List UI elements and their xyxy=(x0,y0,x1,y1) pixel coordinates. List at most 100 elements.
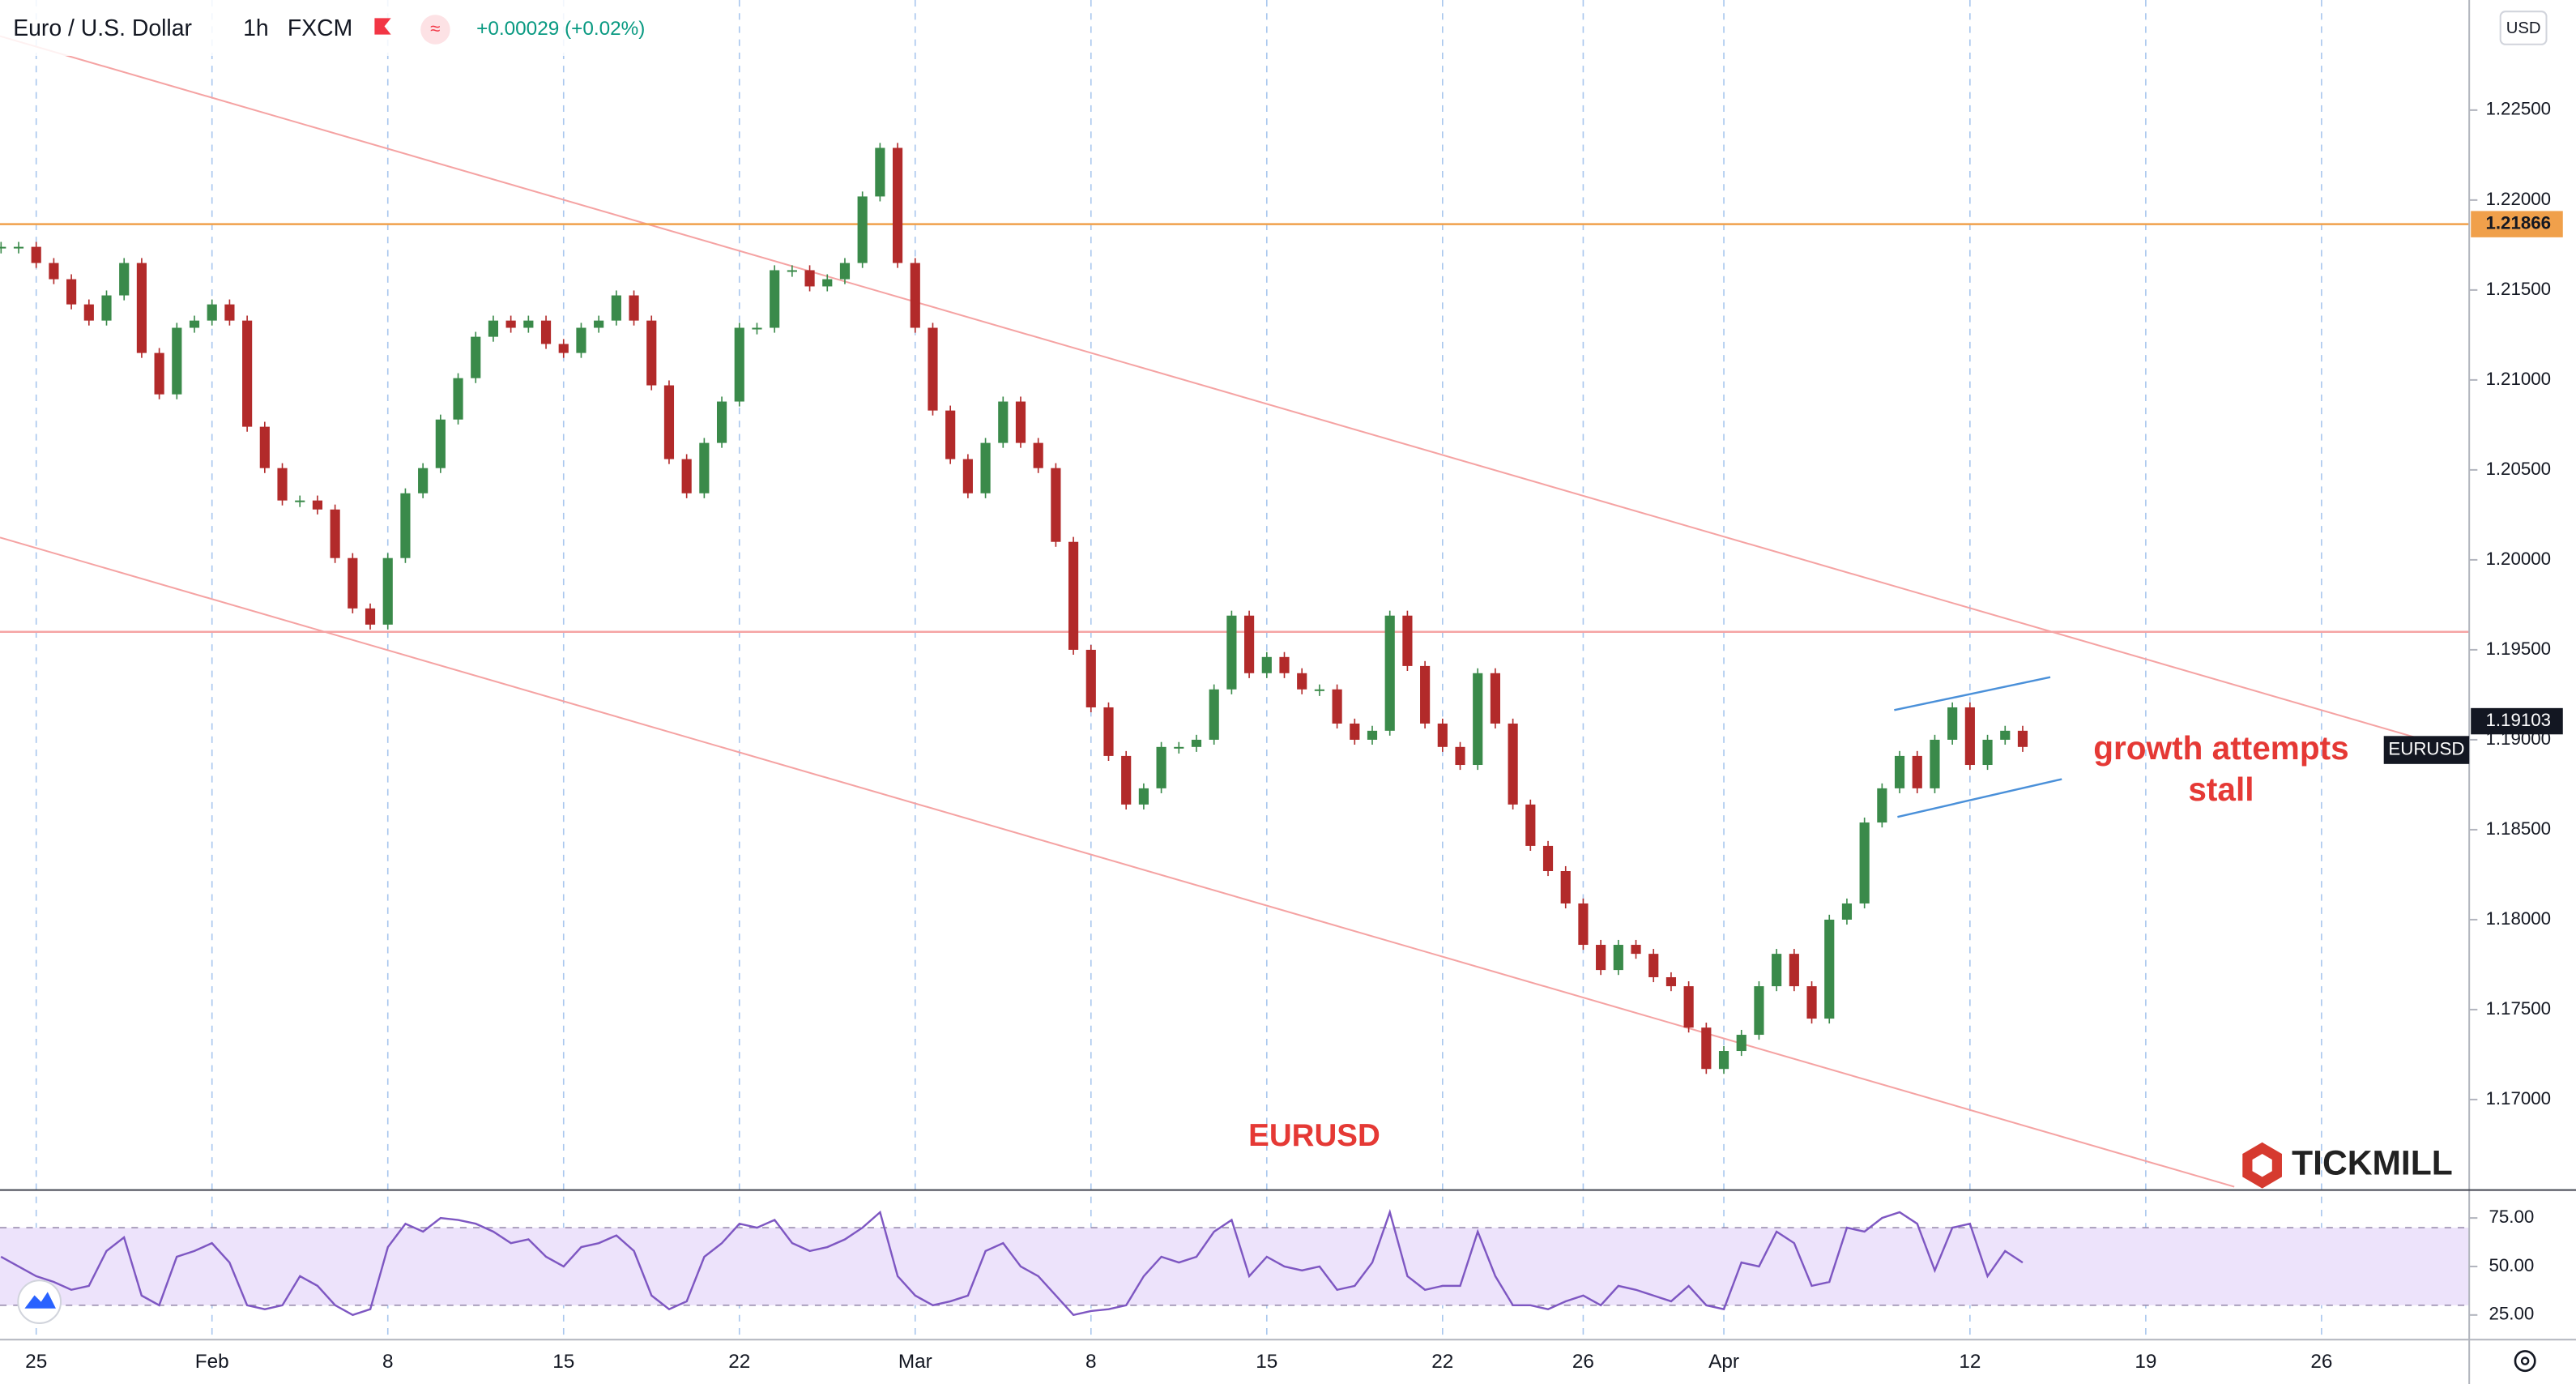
candle-body xyxy=(1701,1027,1712,1070)
x-tick-label: 8 xyxy=(382,1351,394,1373)
candle-body xyxy=(1455,746,1465,766)
drawings xyxy=(0,35,2424,1188)
candle-body xyxy=(1578,903,1589,946)
rsi-tick-label: 25.00 xyxy=(2489,1304,2535,1324)
candle-body xyxy=(1121,755,1132,805)
candle-body xyxy=(716,401,727,443)
last-price-tag xyxy=(2471,707,2563,735)
candle-body xyxy=(1947,707,1958,740)
settings-icon[interactable] xyxy=(2514,1350,2536,1373)
tv-logo-mark xyxy=(24,1292,56,1309)
candle-body xyxy=(1473,673,1483,766)
candle-body xyxy=(83,304,94,321)
annotation: growth attempts stall xyxy=(2093,731,2349,809)
candle-body xyxy=(1631,945,1641,955)
candle-body xyxy=(1964,707,1975,766)
currency-label: USD xyxy=(2506,19,2541,37)
candle-body xyxy=(172,327,182,395)
x-tick-label: Apr xyxy=(1708,1351,1739,1373)
candle-body xyxy=(1279,656,1290,673)
candle-body xyxy=(1859,822,1870,903)
candle-body xyxy=(1226,615,1237,690)
x-tick-label: 19 xyxy=(2135,1351,2156,1373)
candle-body xyxy=(1051,468,1061,542)
rsi-band xyxy=(0,1228,2470,1305)
candle-body xyxy=(207,304,217,321)
candle-body xyxy=(418,468,429,493)
candle-body xyxy=(505,320,516,328)
candle-body xyxy=(857,196,868,263)
candle-body xyxy=(1138,788,1149,805)
candles xyxy=(0,143,2028,1074)
candle-body xyxy=(453,378,463,420)
x-tick-label: 15 xyxy=(1256,1351,1277,1373)
candle-body xyxy=(1560,871,1571,903)
candle-body xyxy=(1683,986,1694,1028)
candle-body xyxy=(1508,723,1518,805)
candle-body xyxy=(277,468,288,501)
last-price-label: 1.19103 xyxy=(2485,710,2551,730)
candle-body xyxy=(101,295,112,321)
rsi-tick-label: 75.00 xyxy=(2489,1207,2535,1227)
candle-body xyxy=(945,410,956,459)
candle-body xyxy=(998,401,1009,443)
compare-icon[interactable] xyxy=(420,15,450,45)
candle-body xyxy=(224,304,235,321)
candle-body xyxy=(1156,746,1166,788)
candle-body xyxy=(488,320,499,337)
y-tick-label: 1.21500 xyxy=(2485,279,2551,299)
compare-icon-glyph: ≈ xyxy=(430,18,440,38)
candle-body xyxy=(49,263,59,280)
flag-icon[interactable] xyxy=(374,18,391,35)
candle-body xyxy=(611,295,621,321)
candle-body xyxy=(523,320,534,328)
candle-body xyxy=(928,327,938,411)
candle-body xyxy=(295,500,305,502)
candle-body xyxy=(1350,723,1360,740)
candle-body xyxy=(1806,986,1817,1019)
candle-body xyxy=(804,270,815,287)
x-tick-label: 26 xyxy=(1572,1351,1594,1373)
candle-body xyxy=(1841,903,1853,920)
candle-body xyxy=(1261,656,1272,673)
gear xyxy=(2514,1350,2536,1373)
candle-body xyxy=(312,500,323,510)
candle-body xyxy=(31,246,41,263)
candle-body xyxy=(154,352,164,395)
candle-body xyxy=(558,344,569,353)
candle-body xyxy=(752,327,762,330)
candle-body xyxy=(1244,615,1255,673)
y-tick-label: 1.20500 xyxy=(2485,459,2551,479)
candle-body xyxy=(136,263,147,353)
trend-line xyxy=(0,35,2424,741)
candle-body xyxy=(242,320,253,427)
symbol-title: Euro / U.S. Dollar xyxy=(13,15,192,41)
candle-body xyxy=(1930,739,1940,788)
annotation-box: growth attempts stall xyxy=(2093,731,2349,809)
candle-body xyxy=(681,459,692,493)
y-tick-label: 1.22500 xyxy=(2485,99,2551,119)
symbol-tag xyxy=(2383,736,2470,764)
candle-body xyxy=(1542,845,1554,872)
level-tag xyxy=(2471,211,2563,237)
y-tick-label: 1.17000 xyxy=(2485,1088,2551,1108)
x-tick-label: Feb xyxy=(195,1351,229,1373)
candle-body xyxy=(910,263,920,328)
grid xyxy=(35,0,2322,1340)
candle-body xyxy=(1596,945,1606,971)
interval[interactable]: 1h xyxy=(243,15,269,41)
candle-body xyxy=(0,246,6,249)
candle-body xyxy=(646,320,657,386)
x-tick-label: 25 xyxy=(25,1351,47,1373)
candle-body xyxy=(822,279,833,287)
candle-body xyxy=(1789,954,1799,987)
x-tick-label: Mar xyxy=(898,1351,932,1373)
annotation: EURUSD xyxy=(1248,1118,1380,1153)
currency-button[interactable] xyxy=(2499,11,2548,45)
candle-body xyxy=(540,320,552,344)
candle-body xyxy=(1912,755,1922,788)
y-tick-label: 1.17500 xyxy=(2485,998,2551,1019)
candle-body xyxy=(1209,689,1219,740)
candle-body xyxy=(1982,739,1993,766)
candle-body xyxy=(1490,673,1501,724)
